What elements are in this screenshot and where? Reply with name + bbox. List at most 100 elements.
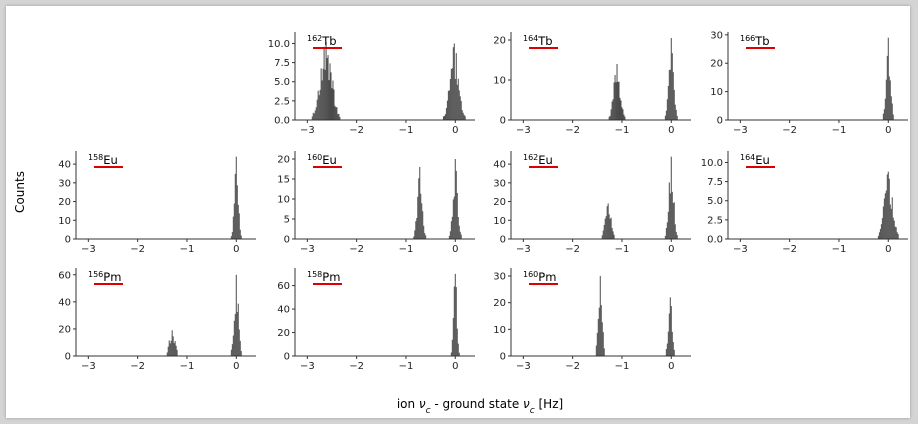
histogram-bar bbox=[599, 276, 601, 356]
y-tick-label: 60 bbox=[58, 270, 71, 281]
x-axis-title: ion νc - ground state νc [Hz] bbox=[397, 397, 563, 416]
figure-frame: 0.0 2.5 5.0 7.5 10.0 −3 −2 −1 0 162Tb 0 10 20 −3 −2 −1 0… bbox=[6, 6, 910, 418]
x-tick-label: −3 bbox=[300, 125, 315, 136]
histogram-bar bbox=[239, 340, 241, 356]
histogram-bar bbox=[332, 80, 334, 120]
histogram-bar bbox=[461, 110, 463, 120]
x-tick-label: −2 bbox=[349, 125, 364, 136]
isotope-label: 164Tb bbox=[523, 34, 553, 48]
histogram-bar bbox=[414, 230, 416, 239]
histogram-bar bbox=[457, 78, 459, 120]
histogram-bar bbox=[234, 173, 236, 239]
histogram-bar bbox=[329, 63, 331, 120]
histogram-bar bbox=[451, 68, 453, 120]
histogram-bar bbox=[236, 311, 238, 356]
histogram-bar bbox=[612, 231, 614, 239]
histogram-bar bbox=[667, 211, 669, 239]
histogram-bar bbox=[598, 307, 600, 356]
histogram-bar bbox=[668, 313, 670, 356]
y-tick-label: 40 bbox=[493, 160, 506, 171]
histogram-bar bbox=[621, 107, 623, 120]
histogram-bar bbox=[618, 81, 620, 120]
histogram-bar bbox=[333, 89, 335, 120]
histogram-bar bbox=[337, 114, 339, 120]
histogram-bar bbox=[671, 191, 673, 239]
histogram-bars bbox=[166, 274, 242, 356]
histogram-bar bbox=[314, 110, 316, 120]
x-tick-label: −3 bbox=[81, 244, 96, 255]
histogram-bar bbox=[896, 232, 898, 239]
x-tick-label: −1 bbox=[615, 125, 630, 136]
histogram-bar bbox=[235, 156, 237, 239]
histogram-bar bbox=[317, 90, 319, 120]
histogram-bar bbox=[423, 225, 425, 239]
x-tick-label: −1 bbox=[615, 361, 630, 372]
x-tick-label: −3 bbox=[516, 125, 531, 136]
x-tick-label: −2 bbox=[565, 244, 580, 255]
x-tick-label: 0 bbox=[668, 361, 674, 372]
histogram-bar bbox=[458, 352, 460, 356]
histogram-bar bbox=[231, 344, 233, 356]
histogram-bar bbox=[666, 343, 668, 356]
histogram-bar bbox=[449, 78, 451, 120]
histogram-bar bbox=[311, 116, 313, 120]
histogram-bar bbox=[667, 85, 669, 120]
y-tick-label: 0 bbox=[284, 352, 290, 363]
histogram-bar bbox=[452, 199, 454, 239]
histogram-bar bbox=[893, 220, 895, 239]
histogram-bar bbox=[459, 231, 461, 239]
histogram-bar bbox=[444, 114, 446, 120]
histogram-bar bbox=[616, 64, 618, 120]
isotope-label: 156Pm bbox=[88, 270, 121, 284]
histogram-bar bbox=[415, 221, 417, 239]
histogram-bar bbox=[462, 112, 464, 120]
x-tick-label: 0 bbox=[885, 125, 891, 136]
histogram-bar bbox=[450, 69, 452, 120]
histogram-bar bbox=[888, 76, 890, 120]
y-tick-label: 10 bbox=[277, 195, 290, 206]
histogram-bar bbox=[673, 349, 675, 356]
histogram-bar bbox=[328, 80, 330, 120]
x-tick-label: −1 bbox=[399, 125, 414, 136]
y-tick-label: 0 bbox=[500, 235, 506, 246]
histogram-bar bbox=[326, 58, 328, 120]
histogram-bar bbox=[670, 156, 672, 239]
y-tick-label: 0.0 bbox=[707, 235, 723, 246]
y-tick-label: 20 bbox=[493, 36, 506, 47]
y-tick-label: 0 bbox=[500, 116, 506, 127]
histogram-bar bbox=[172, 336, 174, 356]
histogram-bar bbox=[619, 97, 621, 120]
histogram-bar bbox=[666, 222, 668, 239]
y-axis-title: Counts bbox=[13, 171, 27, 213]
y-tick-label: 0 bbox=[500, 352, 506, 363]
x-tick-label: 0 bbox=[452, 361, 458, 372]
histogram-bar bbox=[673, 202, 675, 239]
histogram-bar bbox=[445, 108, 447, 120]
histogram-bar bbox=[595, 345, 597, 356]
histogram-bar bbox=[605, 216, 607, 239]
histogram-bar bbox=[319, 89, 321, 120]
y-tick-label: 15 bbox=[277, 175, 290, 186]
histogram-bar bbox=[320, 68, 322, 120]
histogram-bar bbox=[339, 116, 341, 120]
histogram-bar bbox=[459, 96, 461, 120]
histogram-bar bbox=[417, 196, 419, 239]
histogram-bar bbox=[322, 68, 324, 120]
x-tick-label: −2 bbox=[782, 125, 797, 136]
histogram-bar bbox=[167, 346, 169, 356]
histogram-bar bbox=[882, 206, 884, 239]
histogram-bar bbox=[442, 116, 444, 120]
histogram-bar bbox=[612, 99, 614, 120]
y-tick-label: 10 bbox=[493, 325, 506, 336]
y-tick-label: 2.5 bbox=[274, 96, 290, 107]
histogram-bar bbox=[615, 82, 617, 120]
y-tick-label: 2.5 bbox=[707, 215, 723, 226]
histogram-bar bbox=[609, 115, 611, 120]
histogram-bar bbox=[601, 235, 603, 239]
histogram-bar bbox=[672, 203, 674, 239]
y-tick-label: 5.0 bbox=[274, 77, 290, 88]
histogram-bar bbox=[665, 227, 667, 239]
histogram-bar bbox=[608, 116, 610, 120]
histogram-bar bbox=[176, 349, 178, 356]
